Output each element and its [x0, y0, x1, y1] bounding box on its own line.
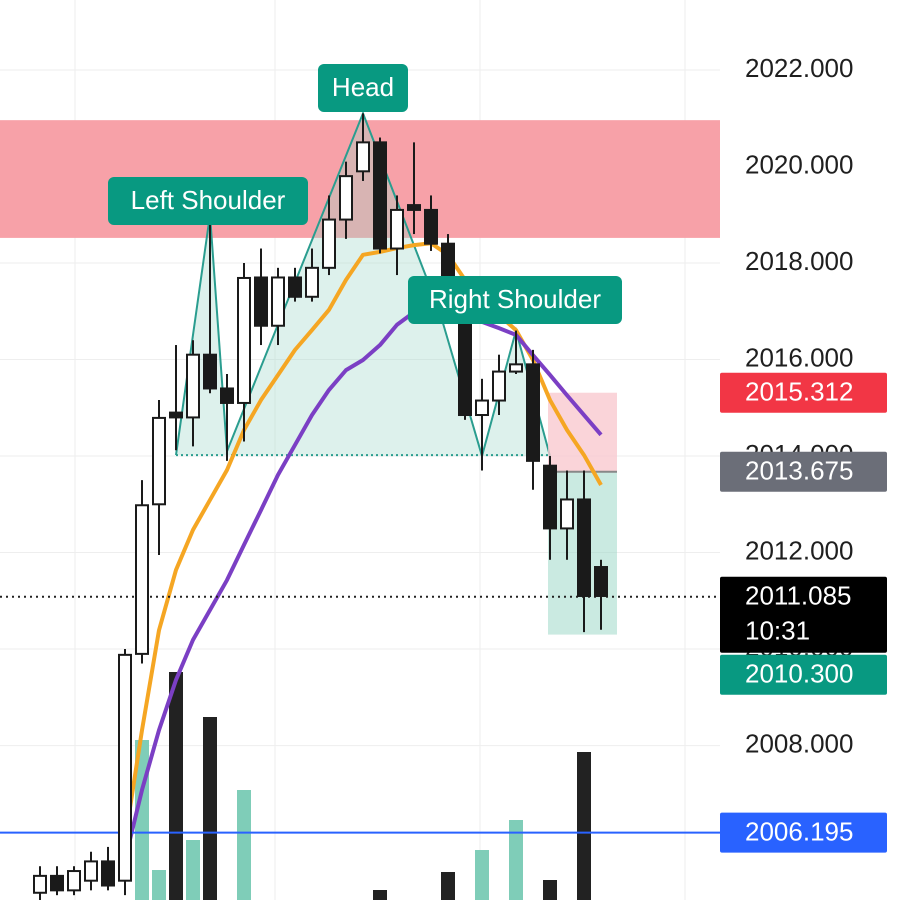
candle-body: [509, 363, 523, 373]
volume-bar: [186, 840, 200, 900]
candle-body: [237, 276, 251, 404]
candle-body: [339, 175, 353, 221]
price-label-box: [720, 576, 887, 653]
annotation-box: [318, 64, 408, 112]
price-label-box: [720, 654, 887, 695]
price-label: 2006.195: [745, 817, 853, 847]
candle-body: [50, 874, 64, 892]
moving-average: [123, 302, 603, 861]
volume-bar: [373, 890, 387, 900]
price-axis: 2008.0002010.0002012.0002014.0002016.000…: [720, 53, 887, 853]
stop-zone: [548, 392, 617, 472]
annotation: Head: [332, 72, 394, 102]
y-tick-label: 2018.000: [745, 246, 853, 276]
annotation: Right Shoulder: [429, 284, 601, 314]
candle-body: [169, 411, 183, 419]
price-label-box: [720, 372, 887, 413]
candle-body: [594, 566, 608, 597]
candle-body: [407, 204, 421, 211]
price-label: 2015.312: [745, 377, 853, 407]
price-label: 2010.300: [745, 659, 853, 689]
volume-bar: [237, 790, 251, 900]
candle-body: [560, 498, 574, 530]
candle-body: [543, 464, 557, 530]
candle-body: [203, 353, 217, 390]
annotations: Left Shoulder Head Right Shoulder: [108, 64, 622, 324]
annotation: Left Shoulder: [131, 185, 286, 215]
candle-body: [492, 370, 506, 402]
candle-body: [152, 416, 166, 506]
candle-body: [33, 874, 47, 894]
candle-body: [424, 208, 438, 245]
candle-body: [322, 218, 336, 269]
price-label: 2013.675: [745, 456, 853, 486]
candle-body: [186, 353, 200, 419]
candle-body: [220, 387, 234, 404]
candle-body: [390, 208, 404, 250]
volume-bar: [169, 672, 183, 900]
volume-bar: [543, 880, 557, 900]
y-tick-label: 2020.000: [745, 149, 853, 179]
volume-bar: [577, 752, 591, 900]
candle-body: [254, 276, 268, 327]
candle-body: [135, 504, 149, 655]
candle-body: [67, 870, 81, 892]
candle-body: [271, 276, 285, 327]
price-label-box: [720, 451, 887, 492]
volume-bar: [203, 717, 217, 900]
volume-bar: [475, 850, 489, 900]
y-tick-label: 2012.000: [745, 535, 853, 565]
volume-bar: [152, 870, 166, 900]
price-label: 2011.085: [745, 581, 852, 611]
candle-body: [118, 653, 132, 882]
y-tick-label: 2016.000: [745, 342, 853, 372]
y-tick-label: 2008.000: [745, 728, 853, 758]
annotation-box: [108, 177, 308, 225]
annotation-box: [408, 276, 622, 324]
candle-body: [305, 266, 319, 298]
candle-body: [526, 363, 540, 462]
candle-body: [356, 141, 370, 173]
candle-body: [475, 399, 489, 417]
candle-body: [373, 141, 387, 250]
candle-body: [577, 498, 591, 597]
volume-bar: [509, 820, 523, 900]
y-tick-label: 2022.000: [745, 53, 853, 83]
price-label-time: 10:31: [745, 616, 810, 646]
candle-body: [101, 860, 115, 887]
price-label-box: [720, 812, 887, 853]
candle-body: [84, 860, 98, 882]
volume-bar: [441, 872, 455, 900]
candle-body: [288, 276, 302, 298]
